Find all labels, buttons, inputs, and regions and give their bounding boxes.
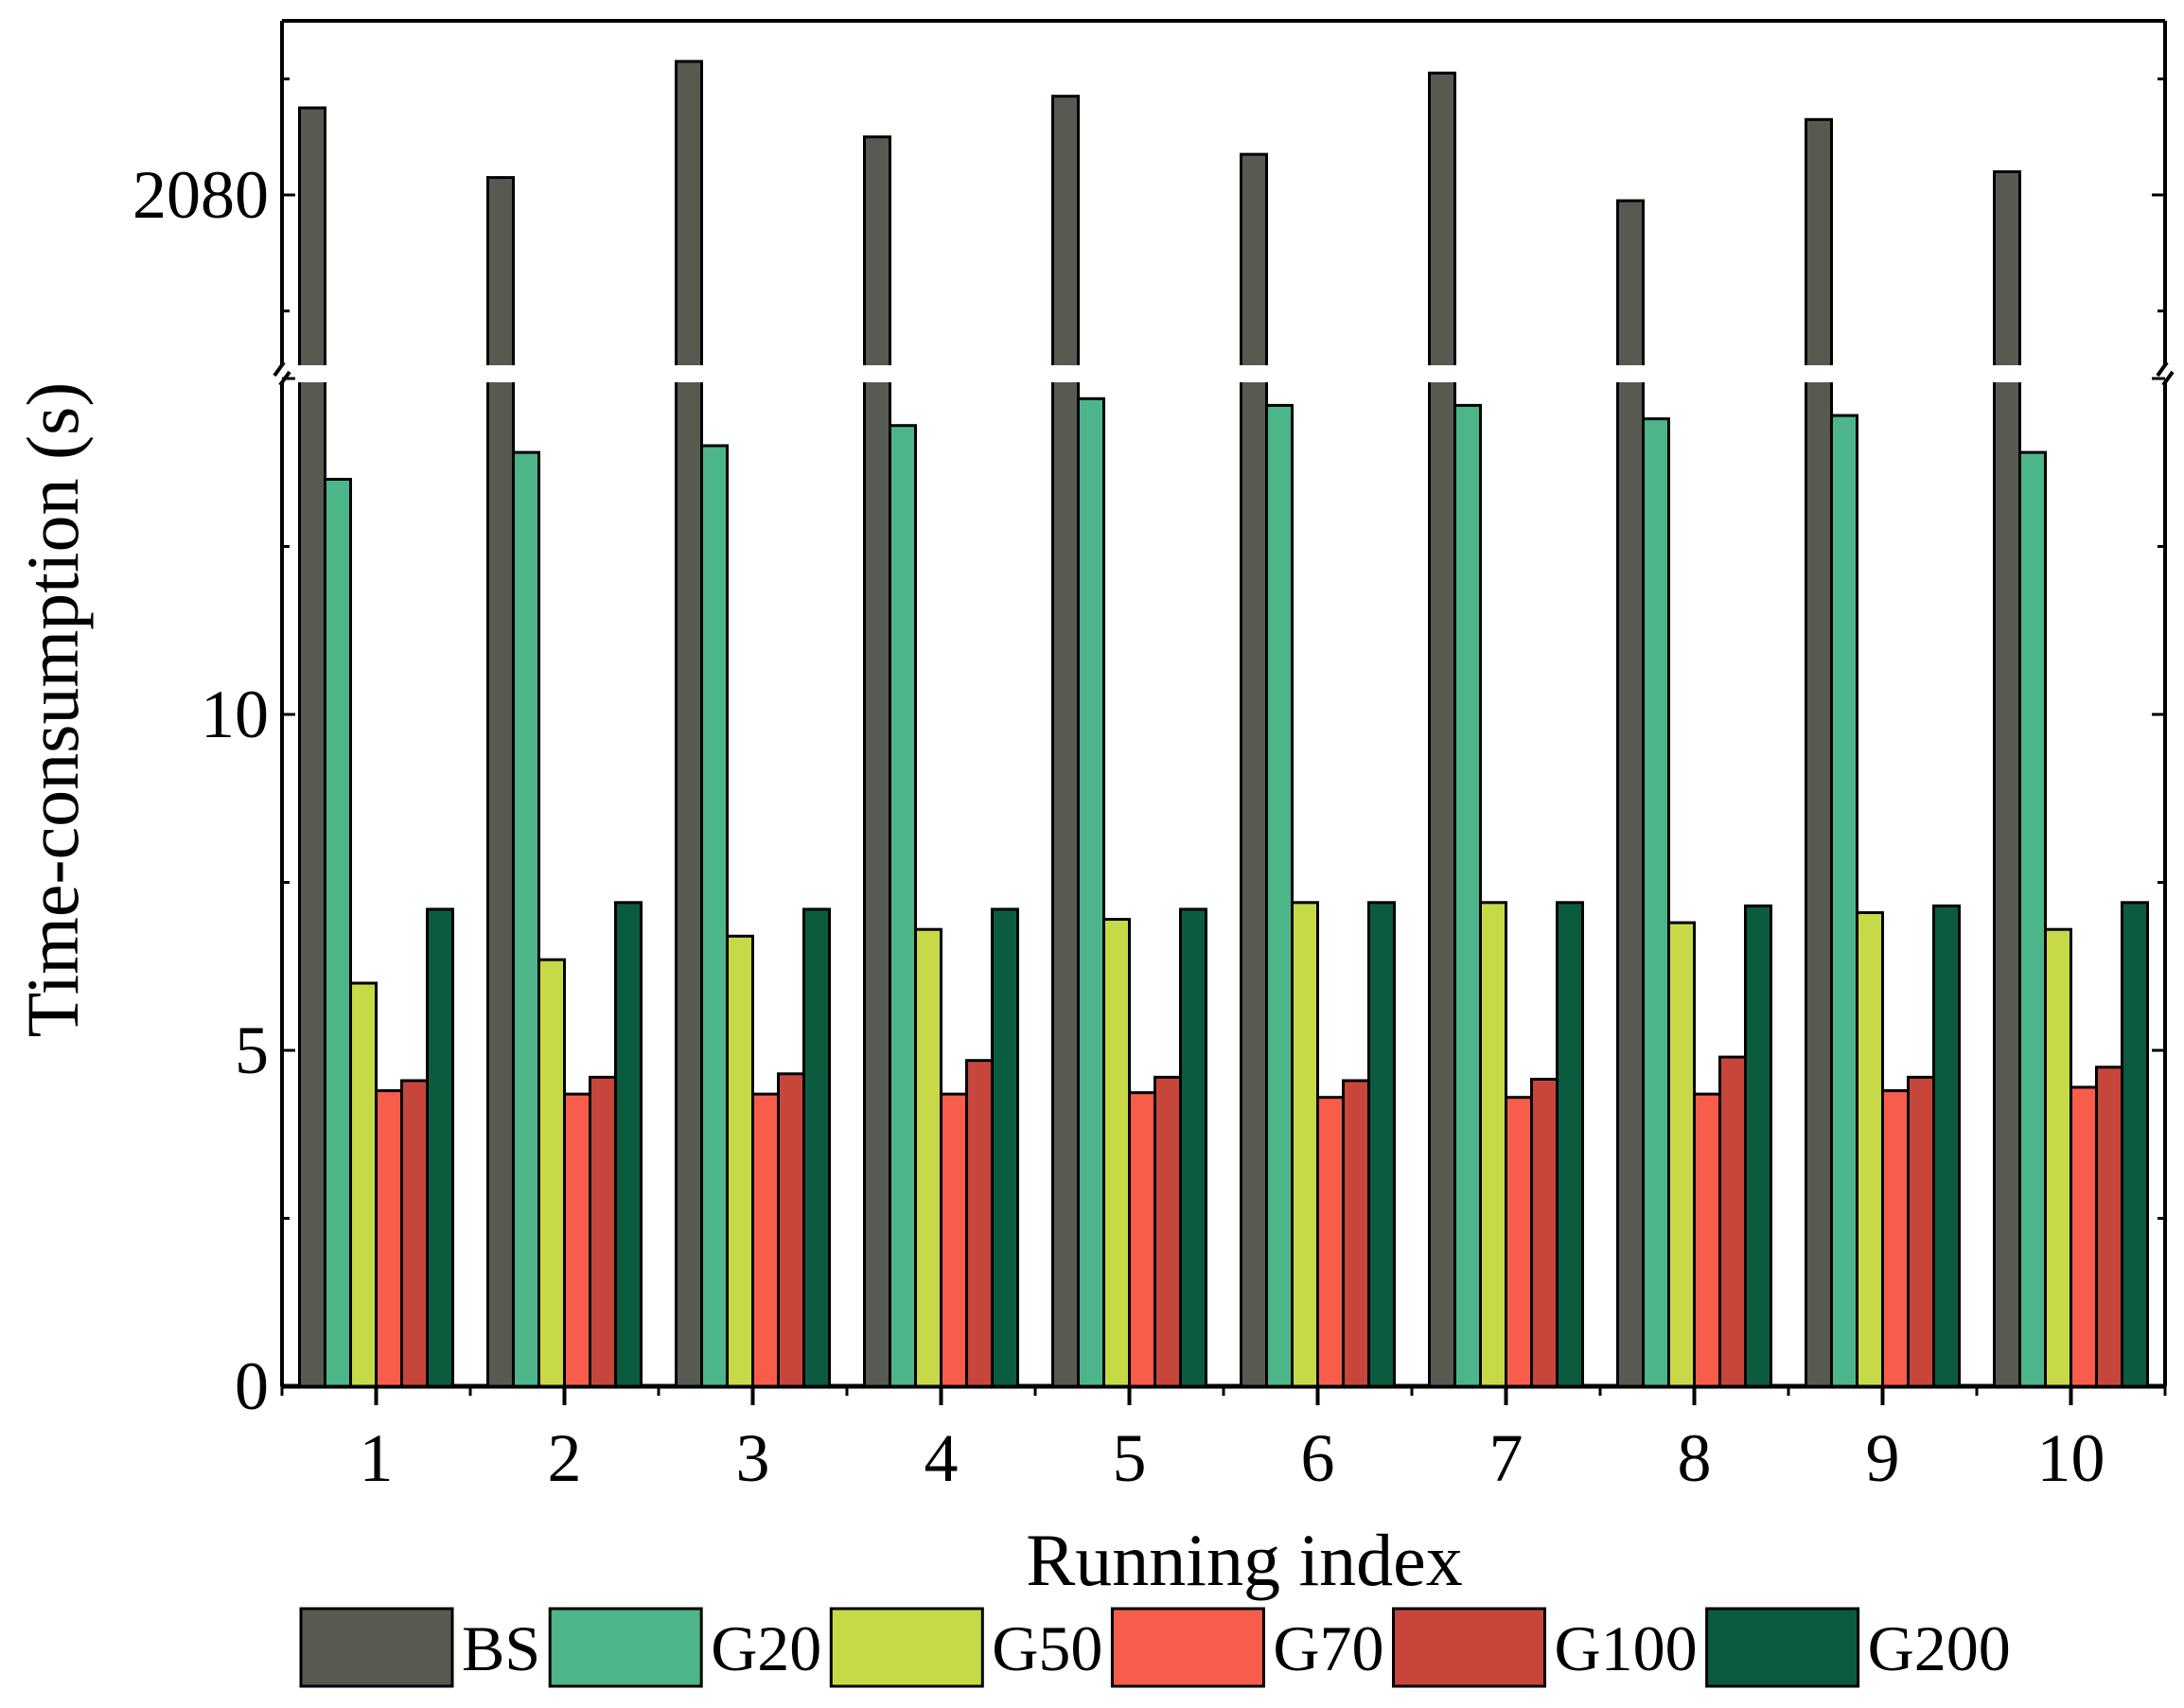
bar-G50-5 [1102,918,1131,1388]
legend-label-G100: G100 [1555,1612,1698,1684]
xtick-label-4: 4 [925,1420,959,1496]
legend-swatch-BS [299,1607,454,1688]
bar-G70-7 [1505,1096,1533,1388]
bar-G100-2 [589,1075,617,1388]
bar-G50-7 [1479,901,1507,1388]
bar-G20-10 [2018,450,2047,1388]
xtick-label-2: 2 [548,1420,582,1496]
ytick-label-10: 10 [201,677,269,752]
bar-G70-8 [1693,1092,1721,1388]
xtick-label-8: 8 [1678,1420,1712,1496]
bar-G50-3 [726,934,754,1388]
x-axis-label: Running index [1026,1519,1463,1601]
bar-BS-6 [1240,152,1268,1388]
bar-G100-8 [1718,1055,1747,1388]
legend-label-G20: G20 [711,1612,821,1684]
bar-G20-3 [700,444,729,1388]
bar-BS-3 [675,60,703,1388]
bar-G100-4 [965,1059,994,1388]
bar-G100-9 [1907,1075,1935,1388]
ytick-label-0: 0 [235,1348,269,1424]
legend-label-G200: G200 [1868,1612,2011,1684]
legend-label-BS: BS [462,1612,540,1684]
bar-BS-5 [1051,95,1080,1388]
bar-G20-2 [512,450,540,1388]
bar-G50-9 [1856,911,1884,1388]
xtick-label-10: 10 [2037,1420,2105,1496]
bar-G70-10 [2070,1085,2098,1388]
bar-G20-7 [1453,403,1482,1388]
bar-G20-9 [1830,414,1858,1388]
bar-BS-7 [1428,71,1456,1388]
bar-G200-3 [802,907,831,1388]
bar-G200-2 [614,901,643,1388]
ytick-label-2080: 2080 [132,157,269,233]
legend-label-G70: G70 [1273,1612,1383,1684]
bar-G20-6 [1265,403,1294,1388]
y-axis-label: Time-consumption (s) [11,382,94,1038]
bar-G100-1 [400,1079,429,1388]
bar-G100-6 [1342,1079,1370,1388]
bar-G50-4 [914,927,942,1388]
bars [298,60,2149,1388]
ticks [280,77,2167,1405]
bar-BS-8 [1616,199,1645,1388]
bar-BS-2 [486,176,515,1388]
ytick-label-5: 5 [235,1012,269,1088]
bar-G200-6 [1367,901,1396,1388]
xtick-label-5: 5 [1113,1420,1147,1496]
bar-BS-10 [1993,170,2021,1388]
xtick-label-7: 7 [1489,1420,1524,1496]
break-gap [263,365,2184,382]
bar-G50-1 [349,981,378,1388]
bar-G50-2 [537,958,566,1388]
legend-label-G50: G50 [992,1612,1102,1684]
break-mark-left-upper [273,361,286,378]
bar-G200-5 [1179,907,1207,1388]
bar-G20-4 [889,424,917,1388]
bar-BS-4 [863,135,891,1388]
legend-swatch-G20 [548,1607,703,1688]
bar-G50-8 [1667,921,1696,1388]
bar-G20-5 [1077,396,1105,1388]
legend-swatch-G70 [1110,1607,1265,1688]
bar-G200-10 [2121,901,2149,1388]
bar-G50-6 [1291,901,1319,1388]
break-mark-right-lower [2161,370,2175,387]
bar-G200-1 [426,907,454,1388]
bar-G200-9 [1932,904,1961,1388]
bar-BS-9 [1805,117,1833,1388]
xtick-label-1: 1 [360,1420,394,1496]
legend-swatch-G200 [1705,1607,1860,1688]
bar-G70-4 [940,1092,968,1388]
xtick-label-9: 9 [1866,1420,1900,1496]
bar-G70-1 [375,1089,403,1388]
bar-G20-8 [1642,417,1670,1388]
bar-G200-4 [991,907,1019,1388]
xtick-label-3: 3 [736,1420,770,1496]
bar-G200-8 [1744,904,1772,1388]
bar-G70-5 [1128,1091,1156,1388]
bar-BS-1 [298,106,326,1388]
bar-G50-10 [2044,927,2072,1388]
bar-G100-10 [2095,1065,2123,1388]
bar-G20-1 [324,478,352,1388]
legend-swatch-G100 [1392,1607,1547,1688]
bar-G200-7 [1556,901,1584,1388]
tick-labels: 0 5 10 2080 1 2 3 4 5 6 7 8 9 10 [132,157,2105,1496]
bar-G100-3 [777,1072,805,1388]
axis-break [263,361,2184,387]
bar-G70-2 [563,1092,591,1388]
bar-G70-6 [1316,1096,1345,1388]
bar-G100-5 [1154,1075,1182,1388]
legend: BS G20 G50 G70 G100 G200 [299,1607,2011,1688]
bar-G70-3 [751,1092,780,1388]
bar-G100-7 [1530,1078,1559,1388]
legend-swatch-G50 [829,1607,984,1688]
break-mark-right-upper [2156,361,2169,378]
bar-G70-9 [1881,1089,1910,1388]
xtick-label-6: 6 [1301,1420,1335,1496]
